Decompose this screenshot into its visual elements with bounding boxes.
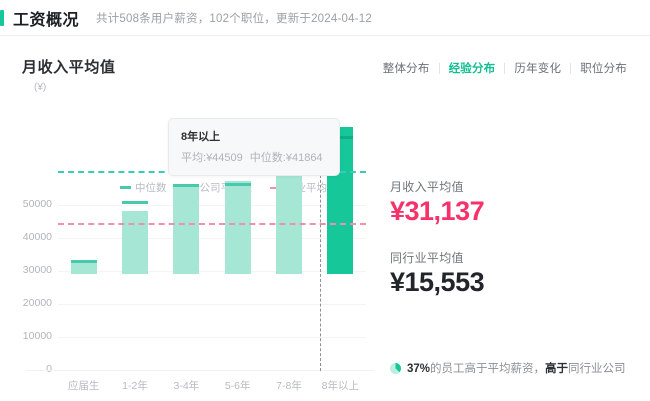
y-axis-tick-label: 30000: [22, 264, 52, 276]
gridline: [58, 337, 366, 338]
stat-value-industry-average: ¥15,553: [390, 266, 485, 297]
tab-overall-distribution[interactable]: 整体分布: [382, 63, 430, 75]
stat-company-average: 月收入平均值 ¥31,137: [390, 178, 640, 229]
x-axis-tick-label: 应届生: [67, 380, 100, 392]
tab-separator: [570, 62, 572, 74]
tab-experience-distribution[interactable]: 经验分布: [448, 63, 496, 75]
tab-separator: [438, 62, 440, 74]
note-text-a: 的员工高于平均薪资，: [430, 363, 546, 375]
stat-label-industry-average: 同行业平均值: [390, 250, 464, 265]
y-axis-tick-label: 0: [46, 363, 52, 375]
chart-bar[interactable]: [70, 260, 97, 274]
x-axis-tick-label: 8年以上: [321, 380, 359, 392]
page-header: 工资概况 共计508条用户薪资，102个职位，更新于2024-04-12: [0, 0, 650, 36]
hover-indicator-line: [320, 165, 321, 371]
chart-median-marker: [327, 135, 354, 139]
note-percent: 37%: [407, 363, 431, 375]
y-axis-tick-label: 20000: [22, 297, 52, 309]
chart-bar[interactable]: [224, 180, 251, 274]
tooltip-values: 平均:¥44509 中位数:¥41864: [181, 149, 327, 165]
gridline: [58, 271, 366, 272]
y-axis-tick-label: 40000: [22, 231, 52, 243]
stats-panel: 月收入平均值 ¥31,137 同行业平均值 ¥15,553: [390, 178, 640, 320]
legend-label-median: 中位数: [135, 182, 167, 194]
accent-bar-icon: [0, 9, 4, 26]
tooltip-average-label: 平均:: [181, 152, 207, 164]
chart-median-marker: [70, 259, 97, 263]
stat-label-company-average: 月收入平均值: [390, 180, 464, 194]
stat-value-company-average: ¥31,137: [390, 196, 485, 226]
note-text-b: 同行业公司: [568, 363, 626, 375]
tab-separator: [504, 62, 506, 74]
gridline: [58, 205, 366, 206]
chart-median-marker: [122, 200, 148, 204]
tab-position-distribution[interactable]: 职位分布: [580, 63, 627, 75]
chart-median-marker: [224, 182, 251, 186]
chart-tooltip: 8年以上 平均:¥44509 中位数:¥41864: [168, 118, 340, 176]
y-axis-tick-label: 10000: [22, 330, 52, 342]
tooltip-median-value: ¥41864: [285, 152, 323, 164]
x-axis-tick-label: 3-4年: [173, 380, 200, 392]
stat-industry-average: 同行业平均值 ¥15,553: [390, 249, 640, 300]
y-axis-tick-label: 50000: [22, 198, 52, 210]
tooltip-median-label: 中位数:: [249, 152, 286, 164]
legend-swatch-industry-average-icon: [270, 186, 281, 189]
section-header: 月收入平均值 整体分布 经验分布 历年变化 职位分布: [0, 52, 650, 86]
legend-item-median: 中位数: [120, 180, 167, 195]
gridline: [58, 304, 366, 305]
chart-bar[interactable]: [122, 211, 148, 274]
summary-note: 37%的员工高于平均薪资，高于同行业公司: [390, 360, 626, 376]
chart-bar[interactable]: [173, 186, 200, 274]
y-axis-unit-label: (¥): [34, 82, 47, 93]
tooltip-title: 8年以上: [181, 131, 221, 143]
x-axis-line: [26, 370, 374, 371]
legend-swatch-median-icon: [120, 186, 131, 189]
gridline: [58, 238, 366, 239]
x-axis-tick-label: 5-6年: [224, 380, 251, 392]
tab-yearly-change[interactable]: 历年变化: [514, 63, 562, 75]
x-axis-tick-label: 1-2年: [122, 380, 148, 392]
page-subtitle: 共计508条用户薪资，102个职位，更新于2024-04-12: [96, 12, 372, 25]
reference-line-industry-average: [58, 222, 366, 225]
note-emphasis: 高于: [545, 363, 569, 375]
tab-bar: 整体分布 经验分布 历年变化 职位分布: [374, 60, 636, 76]
page-title: 工资概况: [13, 11, 80, 29]
pie-chart-icon: [390, 362, 401, 374]
tooltip-average-value: ¥44509: [206, 152, 243, 164]
chart-title: 月收入平均值: [22, 59, 116, 76]
x-axis-tick-label: 7-8年: [276, 380, 302, 392]
chart-median-marker: [173, 183, 200, 187]
